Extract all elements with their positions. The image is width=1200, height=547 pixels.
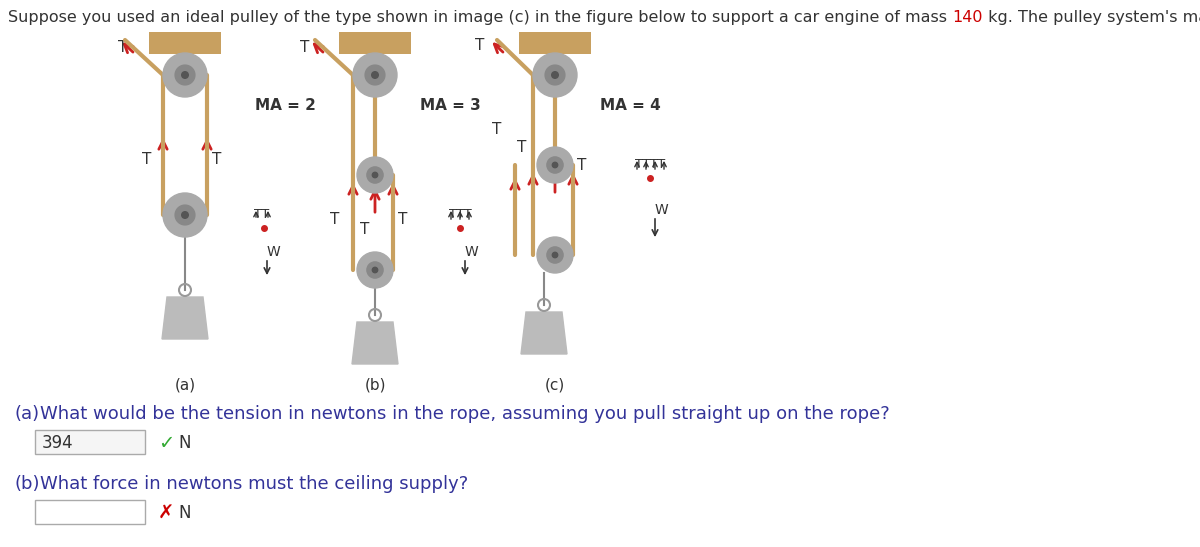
Text: What force in newtons must the ceiling supply?: What force in newtons must the ceiling s… — [40, 475, 468, 493]
Circle shape — [552, 252, 558, 258]
Circle shape — [181, 212, 188, 218]
Bar — [149, 32, 221, 54]
Text: T: T — [119, 40, 127, 55]
Text: ✗: ✗ — [158, 504, 174, 523]
Circle shape — [175, 65, 194, 85]
Circle shape — [163, 53, 208, 97]
Circle shape — [547, 247, 563, 263]
Text: TT: TT — [254, 208, 270, 222]
Text: T: T — [492, 123, 502, 137]
Circle shape — [163, 193, 208, 237]
Text: T: T — [143, 153, 151, 167]
Text: MA = 4: MA = 4 — [600, 97, 661, 113]
Circle shape — [367, 262, 383, 278]
Text: W: W — [466, 245, 479, 259]
Circle shape — [372, 267, 378, 273]
Text: T: T — [577, 158, 587, 172]
Text: T: T — [330, 212, 340, 228]
Text: T: T — [398, 212, 408, 228]
Polygon shape — [521, 312, 568, 354]
Text: 140: 140 — [952, 10, 983, 25]
FancyBboxPatch shape — [35, 500, 145, 524]
Text: T: T — [517, 141, 527, 155]
Text: T: T — [360, 223, 370, 237]
Circle shape — [545, 65, 565, 85]
Text: (a): (a) — [14, 405, 40, 423]
Text: (c): (c) — [545, 377, 565, 393]
FancyBboxPatch shape — [35, 430, 145, 454]
Circle shape — [552, 162, 558, 168]
Text: kg. The pulley system's mass is: kg. The pulley system's mass is — [983, 10, 1200, 25]
Text: Suppose you used an ideal pulley of the type shown in image (c) in the figure be: Suppose you used an ideal pulley of the … — [8, 10, 952, 25]
Text: MA = 3: MA = 3 — [420, 97, 481, 113]
Circle shape — [547, 157, 563, 173]
Text: ✓: ✓ — [158, 434, 174, 453]
Circle shape — [367, 167, 383, 183]
Text: T: T — [212, 153, 222, 167]
Bar — [520, 32, 592, 54]
Text: (b): (b) — [365, 377, 385, 393]
Text: MA = 2: MA = 2 — [256, 97, 316, 113]
Circle shape — [372, 72, 378, 78]
Circle shape — [175, 205, 194, 225]
Circle shape — [358, 252, 394, 288]
Text: (b): (b) — [14, 475, 41, 493]
Text: N: N — [178, 504, 191, 522]
Text: T: T — [542, 153, 552, 167]
Circle shape — [538, 147, 574, 183]
Text: N: N — [178, 434, 191, 452]
Circle shape — [538, 237, 574, 273]
Text: (a): (a) — [174, 377, 196, 393]
Circle shape — [181, 72, 188, 78]
Text: TTT: TTT — [449, 208, 472, 222]
Circle shape — [372, 172, 378, 178]
Circle shape — [533, 53, 577, 97]
Circle shape — [552, 72, 558, 78]
Bar — [340, 32, 410, 54]
Circle shape — [365, 65, 385, 85]
Text: W: W — [655, 203, 668, 217]
Text: T: T — [300, 39, 310, 55]
Text: What would be the tension in newtons in the rope, assuming you pull straight up : What would be the tension in newtons in … — [40, 405, 889, 423]
Polygon shape — [162, 297, 208, 339]
Text: 394: 394 — [42, 434, 73, 452]
Text: W: W — [266, 245, 281, 259]
Circle shape — [358, 157, 394, 193]
Polygon shape — [352, 322, 398, 364]
Text: T: T — [475, 38, 485, 54]
Circle shape — [353, 53, 397, 97]
Text: TTTT: TTTT — [635, 159, 665, 172]
